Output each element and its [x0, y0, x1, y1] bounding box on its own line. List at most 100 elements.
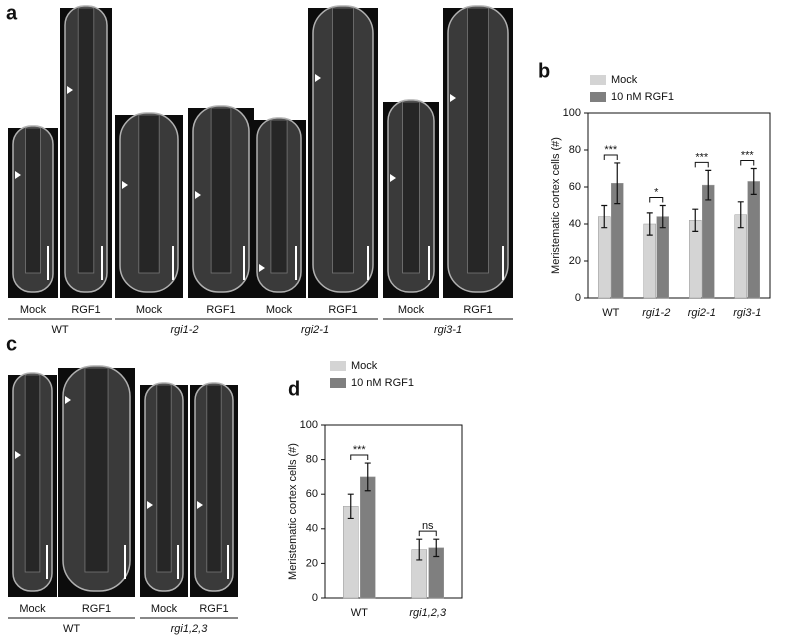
- significance-bracket: [649, 197, 664, 203]
- treatment-label: RGF1: [71, 304, 100, 316]
- error-bar: [705, 169, 712, 201]
- x-tick-label: WT: [602, 307, 619, 319]
- arrowhead: [197, 501, 203, 509]
- bar: [702, 184, 715, 299]
- panel-label: c: [6, 333, 17, 355]
- y-axis-label: Meristematic cortex cells (#): [550, 137, 562, 274]
- group-label: rgi2-1: [301, 324, 329, 336]
- treatment-label: Mock: [151, 603, 178, 615]
- legend-swatch: [330, 361, 346, 371]
- arrowhead: [65, 396, 71, 404]
- y-tick-label: 100: [300, 419, 318, 431]
- y-tick-label: 0: [312, 592, 318, 604]
- legend-label: Mock: [351, 360, 378, 372]
- arrowhead: [390, 174, 396, 182]
- significance-label: ***: [353, 444, 367, 456]
- significance-label: ***: [604, 144, 618, 156]
- arrowhead: [195, 191, 201, 199]
- error-bar: [614, 162, 621, 205]
- root-core: [270, 119, 288, 274]
- root-core: [24, 374, 41, 573]
- bar: [747, 181, 760, 299]
- arrowhead: [259, 264, 265, 272]
- error-bar: [601, 204, 608, 229]
- significance-label: ns: [422, 520, 434, 532]
- x-tick-label: rgi1,2,3: [409, 607, 447, 619]
- y-tick-label: 100: [563, 107, 581, 119]
- y-tick-label: 80: [306, 454, 318, 466]
- error-bar: [737, 201, 744, 229]
- plot-frame: [587, 112, 771, 299]
- treatment-label: RGF1: [199, 603, 228, 615]
- x-tick-label: rgi1-2: [642, 307, 670, 319]
- significance-bracket: [418, 530, 437, 537]
- root-core: [138, 114, 160, 274]
- treatment-label: RGF1: [82, 603, 111, 615]
- y-tick-label: 20: [306, 557, 318, 569]
- legend-swatch: [330, 378, 346, 388]
- root-core: [402, 101, 420, 274]
- treatment-label: RGF1: [206, 304, 235, 316]
- significance-bracket: [694, 161, 709, 168]
- treatment-label: Mock: [266, 304, 293, 316]
- group-label: WT: [51, 324, 68, 336]
- y-tick-label: 60: [569, 181, 581, 193]
- arrowhead: [147, 501, 153, 509]
- root-core: [25, 127, 41, 274]
- treatment-label: Mock: [136, 304, 163, 316]
- root-core: [210, 107, 232, 274]
- bar: [343, 506, 359, 599]
- y-axis-label: Meristematic cortex cells (#): [287, 443, 299, 580]
- bar: [360, 476, 376, 599]
- significance-label: ***: [695, 151, 709, 163]
- group-label: WT: [63, 623, 80, 635]
- arrowhead: [450, 94, 456, 102]
- bar: [656, 216, 669, 299]
- panel-label: d: [288, 378, 300, 400]
- panel-label: b: [538, 60, 550, 82]
- group-label: rgi1,2,3: [171, 623, 209, 635]
- significance-bracket: [603, 154, 618, 160]
- legend-swatch: [590, 92, 606, 102]
- error-bar: [692, 208, 699, 232]
- panel-label: a: [6, 2, 18, 24]
- arrowhead: [122, 181, 128, 189]
- treatment-label: RGF1: [328, 304, 357, 316]
- arrowhead: [15, 451, 21, 459]
- x-tick-label: WT: [351, 607, 368, 619]
- error-bar: [433, 538, 440, 558]
- significance-bracket: [740, 160, 755, 166]
- legend-label: Mock: [611, 74, 638, 86]
- group-label: rgi1-2: [170, 324, 198, 336]
- y-tick-label: 40: [306, 523, 318, 535]
- group-label: rgi3-1: [434, 324, 462, 336]
- significance-label: ***: [741, 149, 755, 161]
- treatment-label: RGF1: [463, 304, 492, 316]
- root-core: [77, 7, 95, 274]
- error-bar: [347, 493, 354, 520]
- bar: [598, 216, 611, 299]
- y-tick-label: 40: [569, 218, 581, 230]
- root-core: [467, 7, 489, 274]
- legend-label: 10 nM RGF1: [351, 377, 414, 389]
- y-tick-label: 0: [575, 292, 581, 304]
- y-tick-label: 60: [306, 488, 318, 500]
- root-core: [332, 7, 354, 274]
- error-bar: [416, 538, 423, 561]
- arrowhead: [315, 74, 321, 82]
- y-tick-label: 20: [569, 255, 581, 267]
- significance-bracket: [350, 454, 369, 461]
- arrowhead: [15, 171, 21, 179]
- plot-frame: [324, 424, 463, 599]
- y-tick-label: 80: [569, 144, 581, 156]
- root-core: [206, 384, 222, 573]
- treatment-label: Mock: [398, 304, 425, 316]
- x-tick-label: rgi3-1: [733, 307, 761, 319]
- x-tick-label: rgi2-1: [688, 307, 716, 319]
- error-bar: [750, 167, 757, 195]
- arrowhead: [67, 86, 73, 94]
- root-core: [84, 367, 109, 573]
- legend-label: 10 nM RGF1: [611, 91, 674, 103]
- error-bar: [364, 462, 371, 492]
